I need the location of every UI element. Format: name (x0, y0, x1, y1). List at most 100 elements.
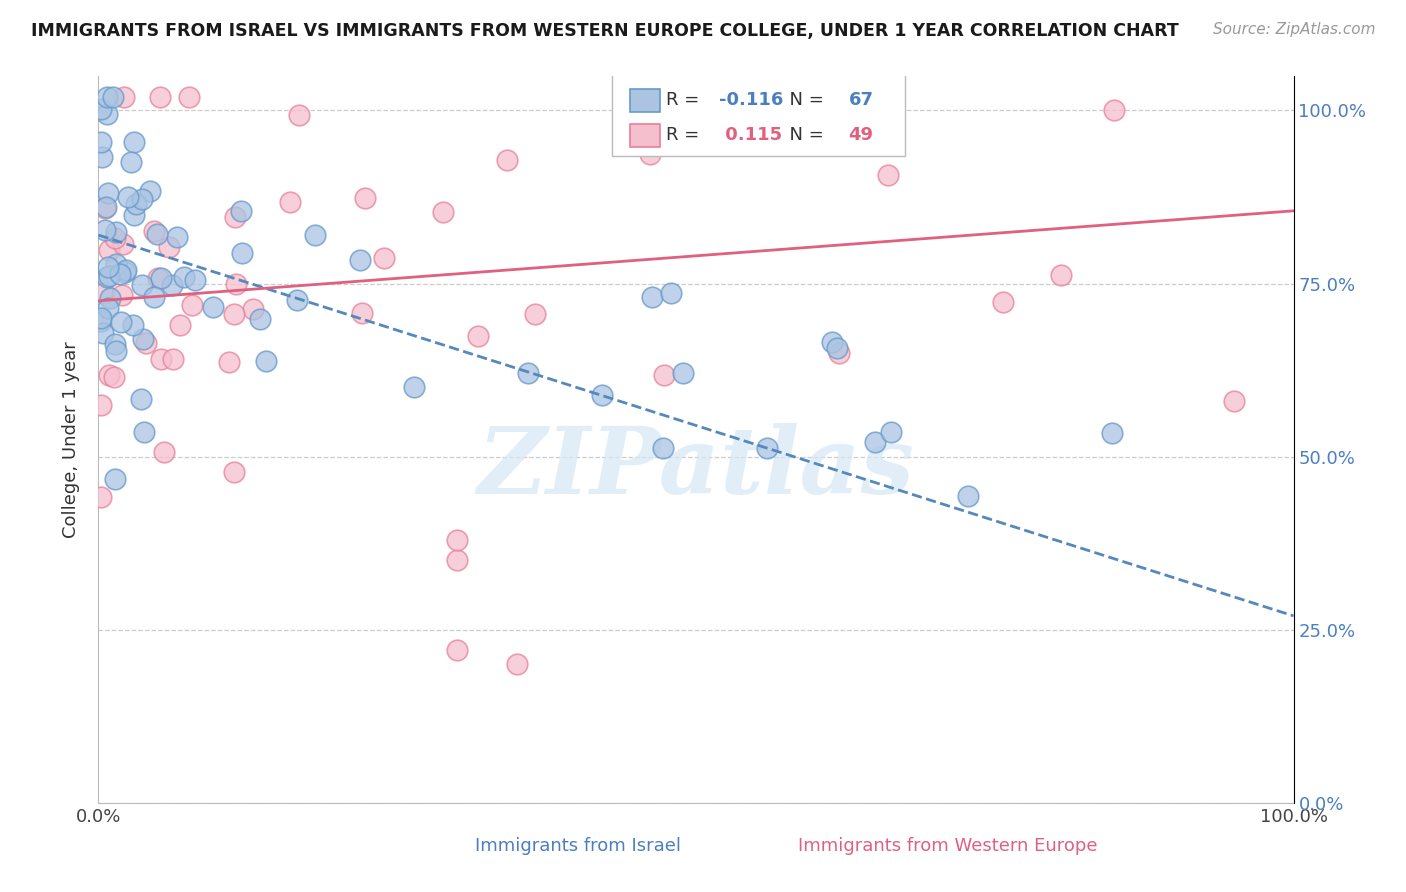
Point (97, 301, 120, 315)
Point (467, 329, 489, 343)
Text: N =: N = (779, 91, 830, 109)
Point (177, 89, 200, 103)
Text: Source: ZipAtlas.com: Source: ZipAtlas.com (1212, 22, 1375, 37)
Point (139, 184, 162, 198)
Point (97, 368, 120, 382)
Point (863, 434, 886, 449)
Point (90, 398, 112, 412)
Text: Immigrants from Western Europe: Immigrants from Western Europe (797, 838, 1097, 855)
Point (825, 341, 848, 355)
Point (202, 300, 225, 314)
FancyBboxPatch shape (613, 72, 905, 156)
Point (94, 200, 117, 214)
Point (229, 203, 252, 218)
Point (880, 425, 903, 439)
Point (94, 201, 117, 215)
Point (90, 314, 112, 328)
Point (350, 306, 373, 320)
Point (105, 225, 128, 239)
Point (160, 277, 183, 292)
Point (304, 227, 326, 242)
Point (1223, 394, 1246, 409)
Point (402, 380, 425, 394)
Point (957, 490, 980, 504)
Point (524, 307, 547, 321)
Point (90, 103, 112, 117)
Point (150, 271, 173, 285)
Point (876, 168, 898, 182)
Point (1049, 268, 1071, 283)
Point (152, 445, 174, 459)
Point (373, 252, 395, 266)
Point (122, 135, 145, 149)
Point (249, 312, 271, 326)
Point (115, 263, 138, 277)
Point (446, 533, 468, 547)
Point (224, 465, 246, 479)
Point (104, 472, 127, 486)
Point (641, 290, 664, 304)
Point (506, 657, 529, 672)
Point (150, 352, 173, 367)
Point (225, 277, 247, 292)
Point (755, 441, 778, 455)
Point (93, 285, 115, 300)
Bar (630, 124, 661, 147)
Point (131, 192, 153, 206)
Text: 0.115: 0.115 (720, 127, 783, 145)
Text: R =: R = (666, 91, 704, 109)
Point (90, 135, 112, 149)
Point (96, 269, 118, 284)
Point (110, 315, 132, 329)
Point (142, 290, 165, 304)
Point (180, 298, 202, 312)
Point (149, 89, 172, 103)
Point (90, 151, 112, 165)
Point (90, 311, 112, 326)
Point (242, 302, 264, 317)
Point (101, 89, 124, 103)
Text: N =: N = (779, 127, 830, 145)
Point (162, 351, 184, 366)
Point (672, 366, 695, 380)
Point (143, 224, 166, 238)
Point (652, 441, 675, 455)
Point (104, 257, 127, 271)
Text: ZIPatlas: ZIPatlas (478, 424, 914, 514)
Point (97, 186, 120, 200)
Point (1104, 103, 1126, 118)
Point (591, 387, 613, 401)
Point (288, 107, 311, 121)
Point (97, 243, 120, 257)
Point (224, 307, 246, 321)
Point (110, 267, 132, 281)
Point (991, 295, 1014, 310)
Point (117, 190, 139, 204)
Point (157, 239, 180, 253)
Point (231, 245, 253, 260)
Point (135, 336, 157, 351)
Point (90, 490, 112, 504)
Point (122, 318, 145, 333)
Point (828, 345, 851, 359)
Point (821, 335, 844, 350)
Point (349, 252, 371, 267)
Point (104, 336, 127, 351)
Point (131, 277, 153, 292)
Point (446, 553, 468, 567)
Point (173, 270, 195, 285)
Point (120, 155, 142, 169)
Point (114, 264, 136, 278)
Point (354, 191, 377, 205)
Text: 49: 49 (849, 127, 873, 145)
Point (112, 236, 135, 251)
Point (112, 89, 135, 103)
Point (104, 343, 127, 358)
Point (432, 204, 454, 219)
Text: R =: R = (666, 127, 704, 145)
Point (638, 146, 661, 161)
Text: Immigrants from Israel: Immigrants from Israel (475, 838, 681, 855)
Point (659, 285, 682, 300)
Point (218, 355, 240, 369)
Point (1101, 425, 1123, 440)
